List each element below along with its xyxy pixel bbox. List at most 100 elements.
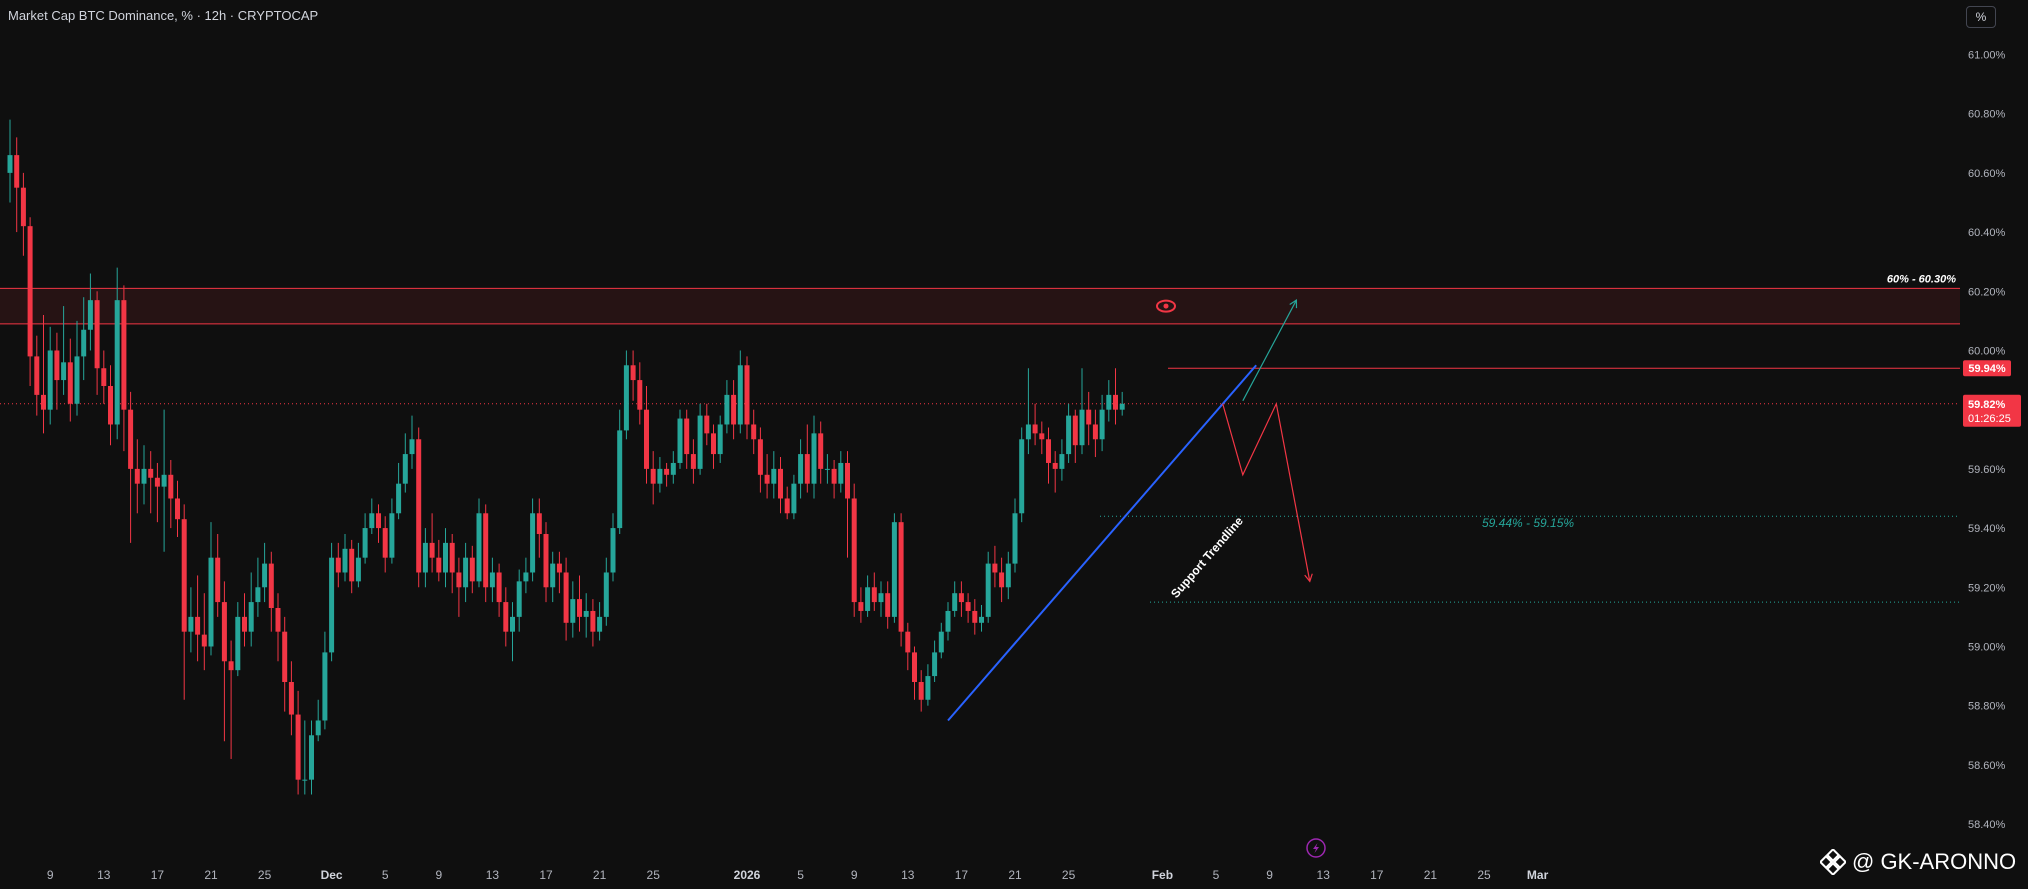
candle-body-100	[677, 418, 683, 463]
candle-body-106	[717, 424, 723, 455]
candle-body-3	[27, 226, 33, 357]
candle-body-5	[41, 394, 46, 410]
candle-body-23	[161, 474, 167, 487]
x-tick-label: 17	[955, 868, 969, 882]
candle-body-154	[1039, 433, 1045, 440]
candle-body-153	[1032, 424, 1038, 434]
candle-body-0	[7, 155, 13, 173]
y-tick-label: 59.00%	[1968, 641, 2006, 653]
support-trendline	[947, 364, 1257, 722]
candle-body-142	[958, 593, 964, 603]
candle-body-90	[610, 528, 616, 573]
candle-body-103	[697, 415, 703, 469]
candle-body-99	[670, 462, 676, 475]
candle-body-92	[623, 365, 629, 431]
candle-body-81	[550, 563, 556, 588]
y-tick-label: 60.40%	[1968, 227, 2006, 239]
candle-body-141	[952, 593, 958, 611]
y-tick-label: 61.00%	[1968, 49, 2006, 61]
candle-body-163	[1099, 409, 1105, 440]
candle-body-74	[503, 602, 509, 632]
candle-body-156	[1052, 462, 1058, 469]
candle-body-136	[918, 682, 924, 700]
y-tick-label: 58.60%	[1968, 760, 2006, 772]
watermark: @ GK-ARONNO	[1820, 849, 2016, 875]
candle-body-111	[751, 424, 757, 440]
x-tick-label: 13	[486, 868, 500, 882]
candle-body-104	[704, 415, 710, 434]
x-tick-label: 5	[1213, 868, 1220, 882]
candle-body-75	[510, 616, 515, 632]
candle-body-118	[798, 454, 804, 484]
candle-body-165	[1113, 394, 1118, 410]
candle-body-53	[362, 528, 368, 558]
y-tick-label: 60.00%	[1968, 345, 2006, 357]
candle-body-91	[617, 430, 623, 529]
candle-body-21	[148, 468, 154, 478]
candle-body-52	[355, 557, 361, 582]
candle-body-133	[898, 522, 904, 632]
projection-up-arrowhead	[1289, 299, 1298, 309]
candle-body-84	[570, 599, 576, 623]
candle-body-144	[972, 610, 978, 623]
candle-body-87	[590, 610, 596, 632]
candle-body-32	[221, 602, 227, 662]
candle-body-38	[262, 563, 268, 588]
candle-body-80	[543, 534, 549, 588]
candle-body-30	[208, 557, 214, 647]
candle-body-17	[121, 300, 127, 410]
candle-body-54	[369, 513, 375, 529]
candle-body-26	[181, 519, 187, 632]
resistance-zone-label: 60% - 60.30%	[1887, 273, 1956, 285]
candle-body-46	[315, 720, 321, 736]
diamond-logo-icon	[1820, 849, 1846, 875]
candle-body-146	[985, 563, 991, 617]
candle-body-55	[376, 513, 381, 529]
candle-body-65	[443, 542, 448, 573]
candle-body-116	[784, 498, 790, 514]
candle-body-102	[690, 454, 696, 469]
x-tick-label: 13	[97, 868, 111, 882]
percent-scale-button[interactable]: %	[1966, 6, 1996, 28]
candle-body-150	[1012, 513, 1018, 564]
candle-body-97	[657, 468, 663, 484]
x-tick-label: 9	[1266, 868, 1273, 882]
countdown-label: 01:26:25	[1968, 413, 2011, 425]
candle-body-19	[134, 468, 140, 484]
candle-body-109	[737, 365, 743, 425]
x-tick-label: 25	[647, 868, 661, 882]
candle-body-43	[295, 714, 301, 780]
candle-body-12	[87, 300, 93, 330]
candle-body-70	[476, 513, 482, 582]
candle-body-115	[778, 468, 783, 499]
candle-body-22	[154, 477, 160, 487]
candle-body-9	[67, 362, 73, 404]
candle-body-24	[168, 474, 174, 499]
candle-body-48	[329, 557, 335, 653]
candle-body-148	[999, 572, 1005, 588]
candle-body-28	[195, 616, 201, 635]
candle-body-96	[650, 468, 656, 484]
candle-body-82	[556, 563, 562, 573]
candle-body-47	[322, 652, 328, 721]
x-tick-label: 25	[1062, 868, 1076, 882]
candle-body-110	[744, 365, 750, 425]
x-tick-label: 17	[151, 868, 165, 882]
candle-body-58	[396, 483, 402, 514]
x-tick-label: 25	[258, 868, 272, 882]
candle-body-157	[1059, 454, 1065, 469]
candle-body-128	[865, 587, 871, 611]
candle-body-39	[268, 563, 274, 608]
candle-body-101	[684, 418, 690, 455]
x-tick-label: 9	[47, 868, 54, 882]
candle-body-149	[1005, 563, 1011, 588]
candle-body-37	[255, 587, 261, 603]
watermark-text: @ GK-ARONNO	[1852, 849, 2017, 874]
x-tick-label: 9	[851, 868, 858, 882]
x-tick-label: 5	[382, 868, 389, 882]
candle-body-60	[409, 439, 415, 455]
x-tick-label: 5	[797, 868, 804, 882]
candle-body-126	[851, 498, 857, 603]
chart-title: Market Cap BTC Dominance, % · 12h · CRYP…	[8, 8, 319, 23]
